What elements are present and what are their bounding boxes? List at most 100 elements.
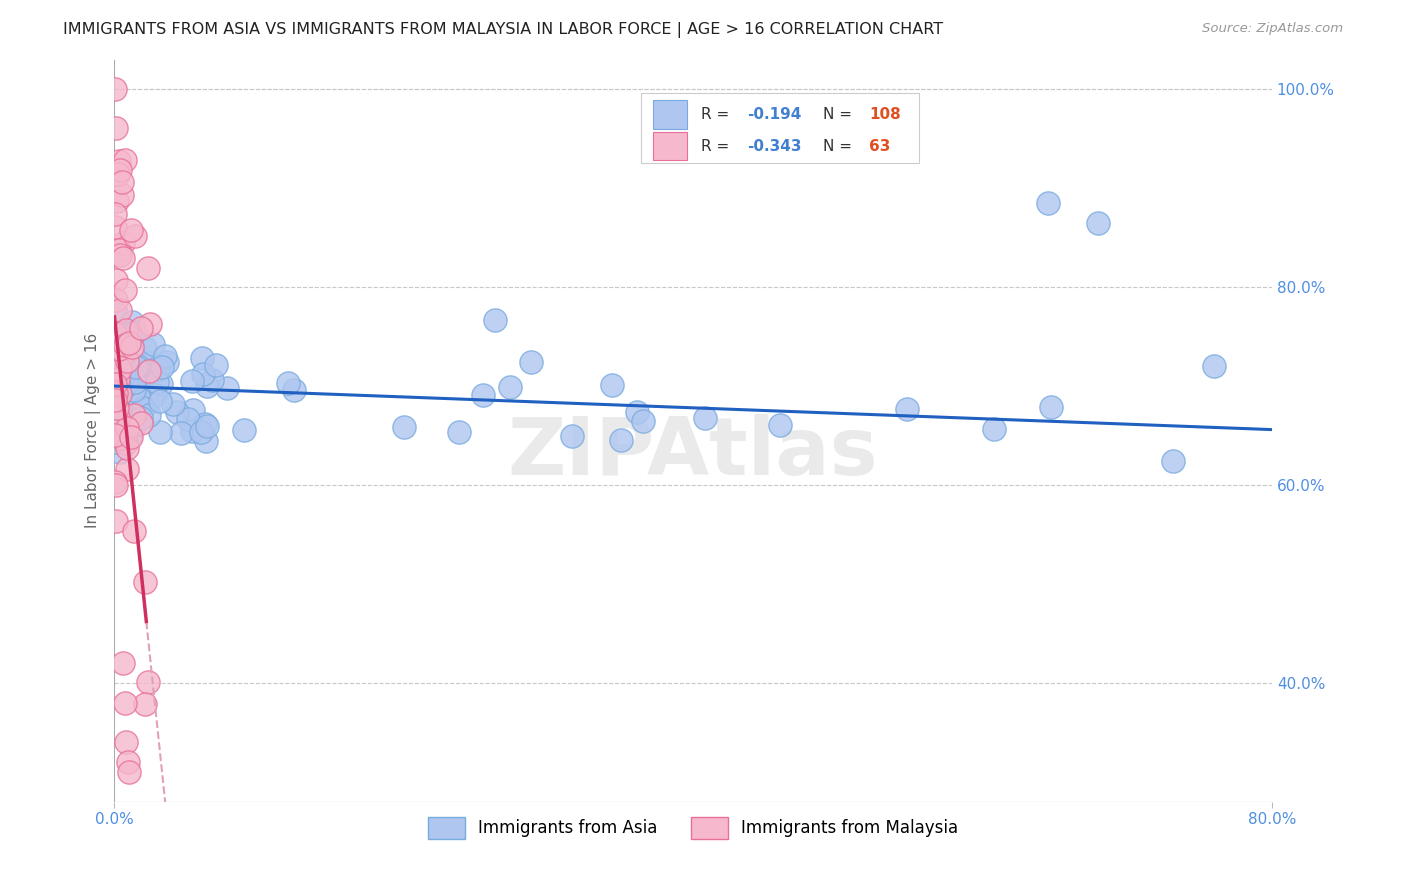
Point	[125, 359, 148, 374]
Text: N =: N =	[823, 107, 856, 122]
Point	[105, 401, 128, 415]
Point	[127, 359, 149, 374]
Point	[129, 411, 152, 425]
Point	[117, 376, 139, 391]
Point	[191, 351, 214, 366]
Point	[122, 398, 145, 412]
Point	[105, 293, 128, 307]
Point	[120, 222, 142, 236]
Text: Source: ZipAtlas.com: Source: ZipAtlas.com	[1202, 22, 1343, 36]
Point	[115, 421, 138, 435]
Point	[112, 359, 135, 374]
Point	[166, 404, 188, 418]
FancyBboxPatch shape	[652, 132, 688, 160]
Point	[143, 388, 166, 402]
Point	[115, 735, 138, 749]
Point	[472, 388, 495, 402]
Point	[118, 326, 141, 340]
Point	[111, 175, 134, 189]
Point	[631, 414, 654, 428]
Point	[115, 410, 138, 425]
Point	[118, 429, 141, 443]
Point	[118, 395, 141, 409]
Point	[232, 423, 254, 437]
Point	[115, 323, 138, 337]
Point	[110, 376, 132, 390]
Point	[155, 350, 177, 364]
Point	[136, 674, 159, 689]
Point	[194, 417, 217, 431]
Point	[115, 379, 138, 393]
Point	[108, 368, 131, 382]
Point	[104, 416, 127, 430]
Point	[190, 425, 212, 440]
Point	[111, 359, 134, 374]
Point	[695, 410, 717, 425]
Point	[394, 419, 416, 434]
Point	[127, 383, 149, 397]
Point	[110, 431, 132, 445]
Point	[114, 338, 136, 352]
Point	[152, 359, 174, 374]
Point	[122, 385, 145, 400]
Point	[138, 364, 160, 378]
Point	[120, 376, 142, 391]
Point	[105, 406, 128, 420]
Point	[108, 248, 131, 262]
Point	[110, 163, 132, 178]
Point	[195, 418, 218, 433]
Text: -0.343: -0.343	[748, 139, 801, 154]
Point	[108, 153, 131, 168]
Point	[121, 340, 143, 354]
Point	[149, 393, 172, 408]
Point	[115, 354, 138, 368]
Point	[114, 696, 136, 710]
Point	[560, 428, 582, 442]
Point	[176, 412, 198, 426]
Point	[104, 377, 127, 392]
Point	[112, 429, 135, 443]
Point	[104, 395, 127, 409]
Point	[112, 656, 135, 670]
Point	[128, 390, 150, 404]
Point	[107, 371, 129, 385]
Point	[104, 306, 127, 320]
Text: N =: N =	[823, 139, 856, 154]
Point	[122, 524, 145, 539]
Point	[107, 167, 129, 181]
Point	[519, 355, 541, 369]
Point	[104, 514, 127, 528]
Point	[107, 376, 129, 391]
Point	[129, 320, 152, 334]
Point	[191, 367, 214, 381]
Point	[138, 356, 160, 370]
Point	[122, 383, 145, 397]
Point	[134, 698, 156, 712]
Point	[104, 434, 127, 449]
Point	[181, 374, 204, 388]
Point	[108, 375, 131, 389]
Point	[181, 403, 204, 417]
Point	[107, 372, 129, 386]
Point	[108, 343, 131, 357]
Point	[145, 375, 167, 389]
Point	[111, 381, 134, 395]
Point	[200, 373, 222, 387]
Point	[104, 207, 127, 221]
Point	[122, 408, 145, 422]
Point	[105, 194, 128, 208]
Point	[108, 384, 131, 398]
Point	[112, 368, 135, 382]
Point	[104, 327, 127, 342]
Point	[107, 411, 129, 425]
Text: -0.194: -0.194	[748, 107, 801, 122]
Point	[104, 475, 127, 490]
Point	[134, 575, 156, 590]
Point	[105, 381, 128, 395]
Point	[107, 366, 129, 380]
Point	[127, 407, 149, 421]
Point	[112, 409, 135, 424]
Point	[115, 441, 138, 455]
Point	[108, 392, 131, 406]
Point	[142, 336, 165, 351]
